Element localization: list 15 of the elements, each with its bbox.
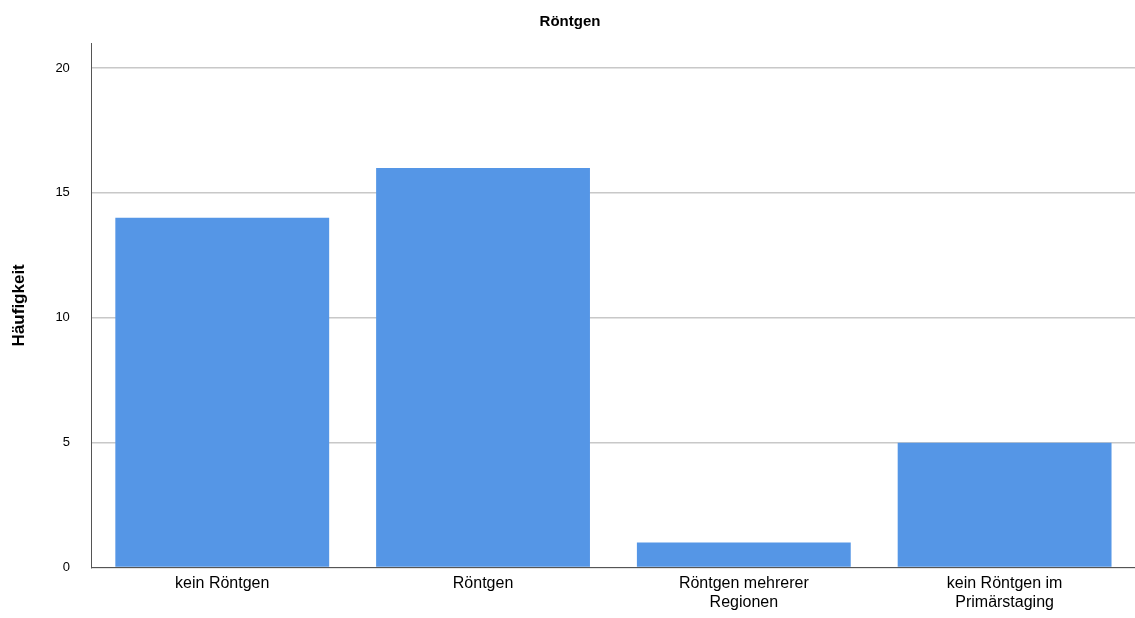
y-tick-label: 5 (62, 434, 70, 450)
x-tick-label: Röntgen (452, 573, 514, 591)
bar (636, 542, 851, 567)
bar (897, 442, 1112, 567)
y-tick-label: 0 (62, 559, 70, 575)
bar (115, 217, 330, 567)
x-tick-label: kein Röntgen im Primärstaging (946, 573, 1063, 610)
y-tick-label: 10 (55, 309, 70, 325)
chart-title: Röntgen (539, 12, 601, 30)
bar (376, 167, 590, 567)
y-tick-label: 20 (55, 59, 70, 75)
y-tick-label: 15 (55, 184, 70, 200)
x-tick-label: kein Röntgen (175, 573, 270, 591)
x-tick-label: Röntgen mehrerer Regionen (678, 573, 810, 610)
y-axis-title: Häufigkeit (8, 263, 28, 347)
